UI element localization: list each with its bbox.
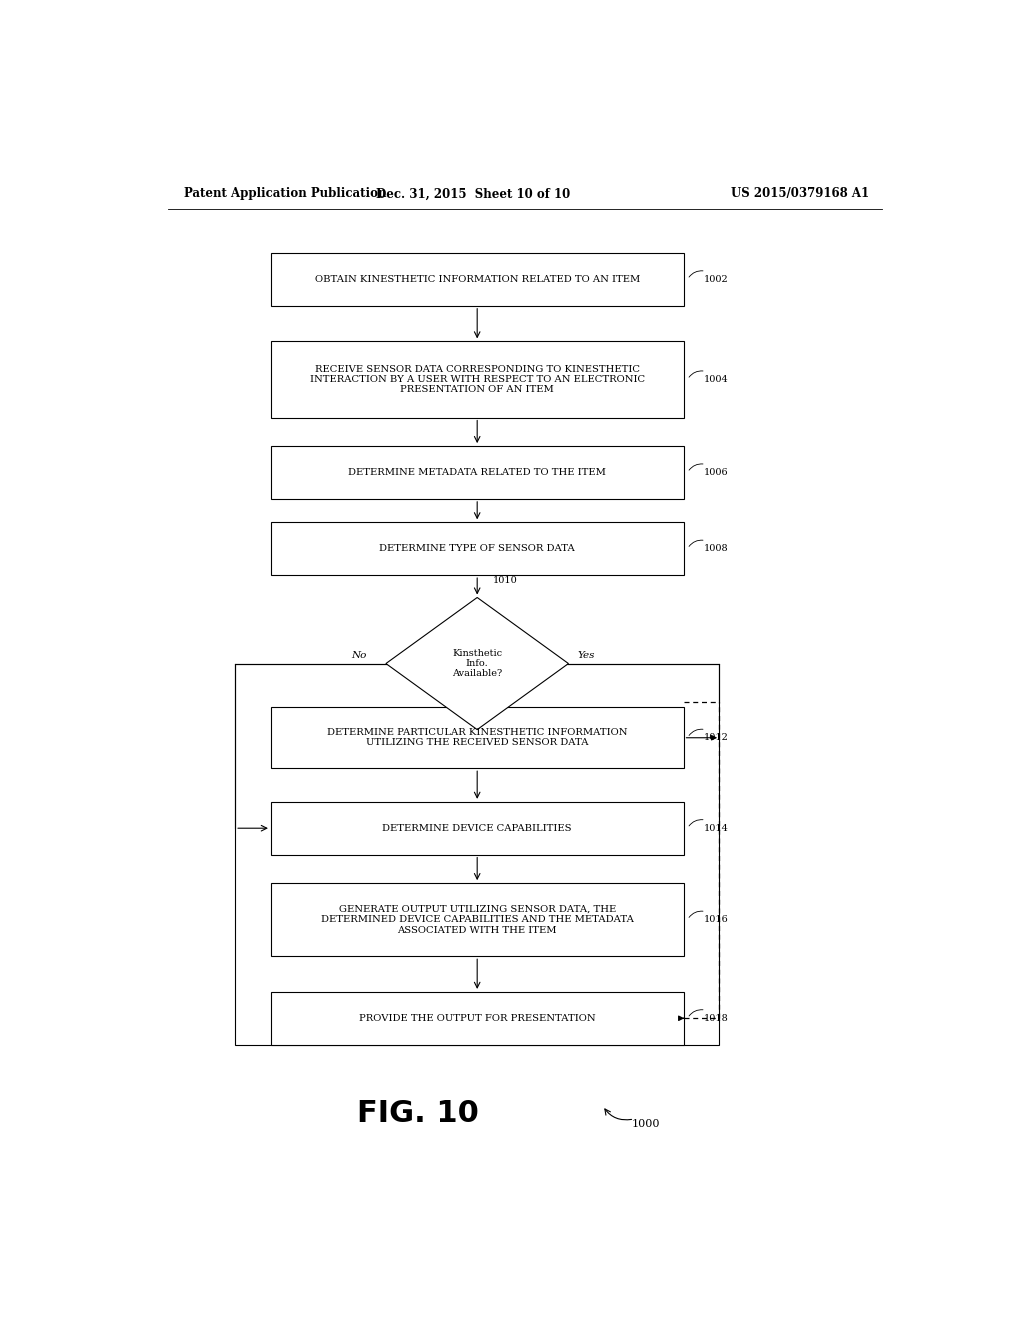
- Polygon shape: [386, 598, 568, 730]
- Text: 1012: 1012: [703, 733, 728, 742]
- Text: 1008: 1008: [703, 544, 728, 553]
- Text: DETERMINE DEVICE CAPABILITIES: DETERMINE DEVICE CAPABILITIES: [382, 824, 572, 833]
- Text: 1004: 1004: [703, 375, 728, 384]
- Text: Dec. 31, 2015  Sheet 10 of 10: Dec. 31, 2015 Sheet 10 of 10: [376, 187, 570, 201]
- FancyBboxPatch shape: [270, 883, 684, 956]
- Text: RECEIVE SENSOR DATA CORRESPONDING TO KINESTHETIC
INTERACTION BY A USER WITH RESP: RECEIVE SENSOR DATA CORRESPONDING TO KIN…: [309, 364, 645, 395]
- Text: 1010: 1010: [494, 577, 518, 585]
- Text: OBTAIN KINESTHETIC INFORMATION RELATED TO AN ITEM: OBTAIN KINESTHETIC INFORMATION RELATED T…: [314, 275, 640, 284]
- Text: US 2015/0379168 A1: US 2015/0379168 A1: [731, 187, 869, 201]
- Text: 1006: 1006: [703, 469, 728, 477]
- Text: 1002: 1002: [703, 275, 728, 284]
- FancyBboxPatch shape: [270, 253, 684, 306]
- Text: 1014: 1014: [703, 824, 728, 833]
- Text: Patent Application Publication: Patent Application Publication: [183, 187, 386, 201]
- Text: 1018: 1018: [703, 1014, 728, 1023]
- Text: Kinsthetic
Info.
Available?: Kinsthetic Info. Available?: [452, 648, 503, 678]
- FancyBboxPatch shape: [270, 801, 684, 854]
- Text: DETERMINE METADATA RELATED TO THE ITEM: DETERMINE METADATA RELATED TO THE ITEM: [348, 469, 606, 477]
- Text: 1000: 1000: [632, 1119, 660, 1129]
- Text: 1016: 1016: [703, 915, 728, 924]
- Text: No: No: [350, 651, 367, 660]
- Text: FIG. 10: FIG. 10: [356, 1100, 478, 1129]
- FancyBboxPatch shape: [270, 446, 684, 499]
- FancyBboxPatch shape: [270, 523, 684, 576]
- Text: DETERMINE TYPE OF SENSOR DATA: DETERMINE TYPE OF SENSOR DATA: [379, 544, 575, 553]
- Text: DETERMINE PARTICULAR KINESTHETIC INFORMATION
UTILIZING THE RECEIVED SENSOR DATA: DETERMINE PARTICULAR KINESTHETIC INFORMA…: [327, 729, 628, 747]
- FancyBboxPatch shape: [270, 991, 684, 1044]
- FancyBboxPatch shape: [270, 342, 684, 417]
- Text: PROVIDE THE OUTPUT FOR PRESENTATION: PROVIDE THE OUTPUT FOR PRESENTATION: [358, 1014, 596, 1023]
- Text: Yes: Yes: [578, 651, 596, 660]
- FancyBboxPatch shape: [270, 708, 684, 768]
- Bar: [236, 664, 719, 1044]
- Text: GENERATE OUTPUT UTILIZING SENSOR DATA, THE
DETERMINED DEVICE CAPABILITIES AND TH: GENERATE OUTPUT UTILIZING SENSOR DATA, T…: [321, 904, 634, 935]
